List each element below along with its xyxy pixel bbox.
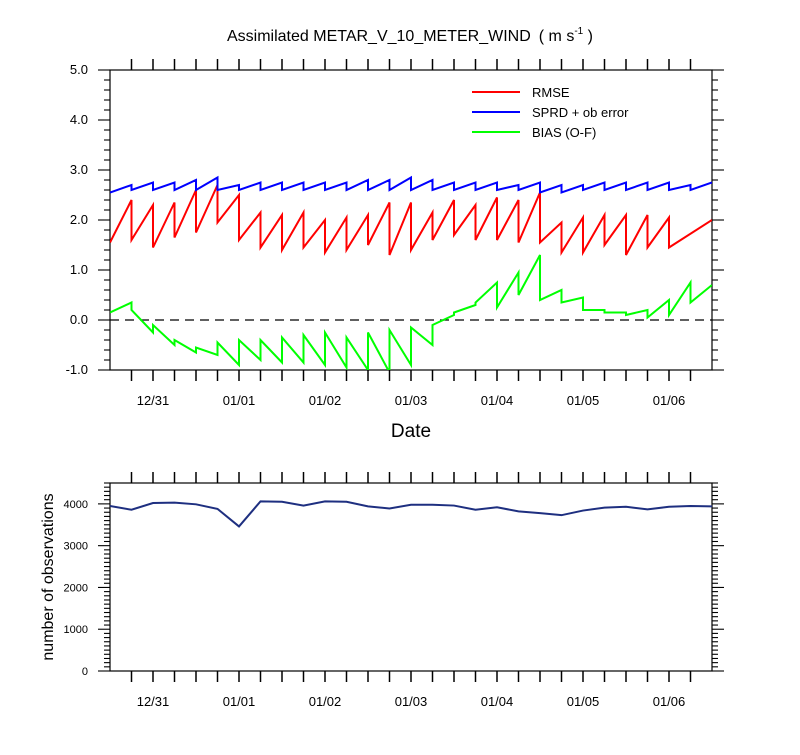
bottom-x-tick-label: 01/06 bbox=[653, 694, 686, 709]
bottom-x-tick-label: 01/03 bbox=[395, 694, 428, 709]
top-x-tick-label: 01/05 bbox=[567, 393, 600, 408]
chart-title: Assimilated METAR_V_10_METER_WIND( m s-1… bbox=[227, 26, 593, 45]
top-y-tick-label: 4.0 bbox=[70, 112, 88, 127]
bottom-x-tick-label: 01/04 bbox=[481, 694, 514, 709]
legend-label: BIAS (O-F) bbox=[532, 125, 596, 140]
top-y-tick-label: 5.0 bbox=[70, 62, 88, 77]
bottom-y-tick-label: 0 bbox=[82, 666, 88, 678]
legend-label: RMSE bbox=[532, 85, 570, 100]
top-y-tick-label: 2.0 bbox=[70, 212, 88, 227]
bottom-y-tick-labels: 0 1000 2000 3000 4000 bbox=[64, 499, 88, 678]
top-x-tick-label: 01/03 bbox=[395, 393, 428, 408]
top-y-tick-labels: 5.0 4.0 3.0 2.0 1.0 0.0 -1.0 bbox=[66, 62, 88, 377]
legend-label: SPRD + ob error bbox=[532, 105, 629, 120]
assimilation-stats-chart: Assimilated METAR_V_10_METER_WIND( m s-1… bbox=[66, 26, 724, 442]
bottom-axis-ticks bbox=[98, 472, 724, 682]
top-series-line-1 bbox=[110, 184, 712, 257]
bottom-y-tick-label: 1000 bbox=[64, 624, 88, 636]
bottom-x-tick-label: 01/01 bbox=[223, 694, 256, 709]
bottom-y-tick-label: 2000 bbox=[64, 582, 88, 594]
top-x-tick-labels: 12/31 01/01 01/02 01/03 01/04 01/05 01/06 bbox=[137, 393, 686, 408]
top-x-tick-label: 12/31 bbox=[137, 393, 170, 408]
legend: RMSE SPRD + ob error BIAS (O-F) bbox=[472, 85, 629, 140]
top-series-group bbox=[110, 175, 712, 370]
bottom-series-group bbox=[110, 500, 712, 528]
top-x-tick-label: 01/06 bbox=[653, 393, 686, 408]
bottom-series-line-1 bbox=[110, 500, 712, 528]
bottom-y-tick-label: 4000 bbox=[64, 499, 88, 511]
bottom-x-tick-labels: 12/31 01/01 01/02 01/03 01/04 01/05 01/06 bbox=[137, 694, 686, 709]
top-y-tick-label: 0.0 bbox=[70, 312, 88, 327]
bottom-x-tick-label: 01/02 bbox=[309, 694, 342, 709]
bottom-y-tick-label: 3000 bbox=[64, 541, 88, 553]
top-series-line-3 bbox=[110, 254, 712, 370]
top-series-line-2 bbox=[110, 175, 712, 194]
bottom-plot-frame bbox=[109, 482, 713, 672]
top-x-tick-label: 01/02 bbox=[309, 393, 342, 408]
observation-count-chart: 0 1000 2000 3000 4000 12/31 01/01 01/02 01/03 01… bbox=[40, 472, 724, 709]
top-y-tick-label: 3.0 bbox=[70, 162, 88, 177]
y-axis-label: number of observations bbox=[40, 493, 57, 660]
top-y-tick-label: 1.0 bbox=[70, 262, 88, 277]
top-x-tick-label: 01/04 bbox=[481, 393, 514, 408]
top-axis-ticks bbox=[98, 59, 724, 381]
x-axis-label: Date bbox=[391, 421, 431, 442]
top-y-tick-label: -1.0 bbox=[66, 362, 88, 377]
bottom-x-tick-label: 12/31 bbox=[137, 694, 170, 709]
bottom-x-tick-label: 01/05 bbox=[567, 694, 600, 709]
top-x-tick-label: 01/01 bbox=[223, 393, 256, 408]
